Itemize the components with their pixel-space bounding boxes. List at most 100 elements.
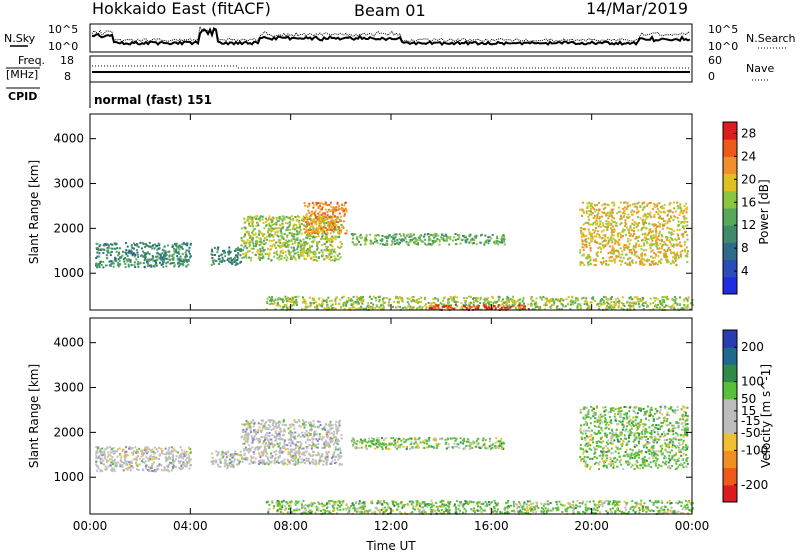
- echo-cell: [468, 235, 471, 238]
- echo-cell: [269, 456, 272, 459]
- echo-cell: [313, 302, 316, 304]
- echo-cell: [424, 297, 427, 300]
- echo-cell: [616, 297, 619, 300]
- echo-cell: [326, 224, 329, 227]
- echo-cell: [606, 211, 609, 214]
- echo-cell: [686, 306, 689, 309]
- echo-cell: [286, 448, 289, 450]
- echo-cell: [312, 206, 315, 209]
- echo-cell: [586, 202, 589, 205]
- echo-cell: [293, 233, 296, 236]
- echo-cell: [352, 234, 354, 237]
- echo-cell: [172, 456, 175, 459]
- echo-cell: [318, 435, 321, 438]
- echo-cell: [263, 445, 266, 448]
- echo-cell: [242, 253, 245, 256]
- echo-cell: [685, 246, 688, 249]
- echo-cell: [586, 257, 589, 260]
- echo-cell: [307, 305, 309, 308]
- echo-cell: [450, 307, 453, 309]
- echo-cell: [233, 454, 236, 457]
- echo-cell: [188, 250, 190, 253]
- echo-cell: [580, 236, 583, 238]
- freq-tick-high: 18: [60, 54, 74, 67]
- echo-cell: [189, 448, 192, 450]
- echo-cell: [249, 450, 252, 452]
- echo-cell: [630, 234, 633, 237]
- echo-cell: [325, 423, 328, 426]
- echo-cell: [308, 444, 311, 447]
- echo-cell: [580, 226, 582, 229]
- echo-cell: [623, 209, 626, 212]
- echo-cell: [257, 448, 260, 451]
- echo-cell: [146, 262, 149, 264]
- echo-cell: [241, 435, 244, 438]
- echo-cell: [323, 219, 326, 222]
- echo-cell: [660, 262, 662, 264]
- echo-cell: [650, 237, 653, 240]
- echo-cell: [628, 234, 631, 237]
- echo-cell: [253, 461, 256, 464]
- echo-cell: [655, 230, 658, 233]
- echo-cell: [338, 456, 341, 459]
- echo-cell: [602, 224, 605, 227]
- echo-cell: [281, 249, 284, 252]
- echo-cell: [308, 218, 311, 221]
- echo-cell: [507, 307, 510, 309]
- echo-cell: [581, 201, 584, 204]
- echo-cell: [622, 234, 624, 237]
- echo-cell: [358, 235, 361, 238]
- echo-cell: [592, 229, 594, 231]
- nsky-panel: N.Sky 10^5 10^0 10^5 10^0 N.Search: [4, 23, 796, 53]
- echo-cell: [285, 297, 288, 300]
- echo-cell: [627, 246, 630, 249]
- echo-cell: [237, 253, 240, 256]
- echo-cell: [462, 234, 464, 237]
- echo-cell: [244, 440, 247, 443]
- echo-cell: [530, 297, 533, 300]
- echo-cell: [629, 296, 632, 299]
- echo-cell: [618, 206, 621, 209]
- echo-cell: [325, 458, 328, 461]
- echo-cell: [158, 463, 161, 466]
- echo-cell: [454, 238, 457, 241]
- echo-cell: [245, 256, 248, 259]
- echo-cell: [324, 428, 327, 431]
- echo-cell: [453, 300, 456, 303]
- echo-cell: [327, 255, 330, 258]
- echo-cell: [97, 446, 100, 449]
- echo-cell: [125, 253, 128, 256]
- echo-cell: [459, 242, 462, 245]
- echo-cell: [334, 300, 337, 303]
- echo-cell: [639, 260, 642, 263]
- echo-cell: [300, 442, 303, 445]
- echo-cell: [326, 458, 329, 461]
- echo-cell: [294, 216, 297, 219]
- echo-cell: [378, 299, 381, 302]
- echo-cell: [129, 469, 132, 472]
- echo-cell: [271, 424, 274, 427]
- echo-cell: [686, 298, 689, 301]
- echo-cell: [633, 253, 636, 256]
- echo-cell: [537, 306, 540, 309]
- echo-cell: [675, 264, 678, 267]
- echo-cell: [220, 253, 223, 256]
- echo-cell: [112, 447, 115, 450]
- echo-cell: [156, 244, 158, 247]
- echo-cell: [329, 436, 332, 439]
- echo-cell: [567, 296, 570, 298]
- echo-cell: [462, 305, 465, 308]
- echo-cell: [252, 229, 255, 232]
- echo-cell: [322, 460, 325, 463]
- echo-cell: [314, 463, 317, 466]
- echo-cell: [176, 255, 179, 258]
- echo-cell: [99, 469, 102, 472]
- echo-cell: [150, 264, 153, 267]
- echo-cell: [295, 452, 298, 454]
- echo-cell: [102, 260, 105, 263]
- echo-cell: [543, 304, 546, 307]
- echo-cell: [323, 243, 326, 245]
- echo-cell: [287, 252, 290, 255]
- echo-cell: [114, 465, 117, 468]
- echo-cell: [582, 249, 585, 252]
